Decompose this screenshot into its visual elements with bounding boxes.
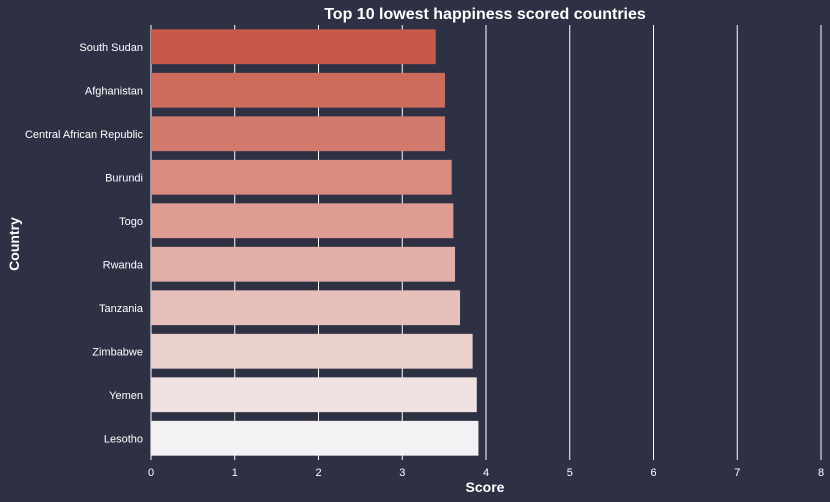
y-category-label: Lesotho — [104, 433, 143, 445]
y-category-labels: South Sudan Afghanistan Central African Re… — [25, 42, 144, 446]
x-tick-label: 1 — [232, 467, 238, 479]
bars — [151, 29, 479, 456]
x-tick-label: 5 — [567, 467, 573, 479]
x-tick-label: 0 — [148, 467, 154, 479]
y-axis-label: Country — [6, 217, 22, 271]
x-tick-labels: 0 1 2 3 4 5 6 7 8 — [148, 467, 824, 479]
y-category-label: Togo — [119, 216, 143, 228]
bar — [151, 290, 461, 326]
bar — [151, 29, 436, 65]
x-tick-label: 3 — [399, 467, 405, 479]
bar — [151, 72, 445, 108]
bar — [151, 420, 479, 456]
y-category-label: South Sudan — [79, 42, 143, 54]
bar — [151, 116, 445, 152]
y-category-label: Afghanistan — [85, 85, 143, 97]
bar — [151, 159, 452, 195]
x-tick-label: 2 — [315, 467, 321, 479]
y-category-label: Yemen — [109, 390, 143, 402]
bar — [151, 377, 477, 413]
y-category-label: Zimbabwe — [92, 346, 143, 358]
y-category-label: Burundi — [105, 172, 143, 184]
bar — [151, 333, 473, 369]
x-tick-label: 4 — [483, 467, 489, 479]
chart-title: Top 10 lowest happiness scored countries — [324, 6, 646, 23]
bar — [151, 203, 454, 239]
y-category-label: Central African Republic — [25, 129, 144, 141]
x-tick-label: 7 — [734, 467, 740, 479]
y-category-label: Rwanda — [103, 259, 144, 271]
bar — [151, 246, 456, 282]
y-category-label: Tanzania — [99, 303, 144, 315]
x-tick-label: 6 — [650, 467, 656, 479]
x-tick-label: 8 — [818, 467, 824, 479]
x-axis-label: Score — [466, 479, 505, 495]
